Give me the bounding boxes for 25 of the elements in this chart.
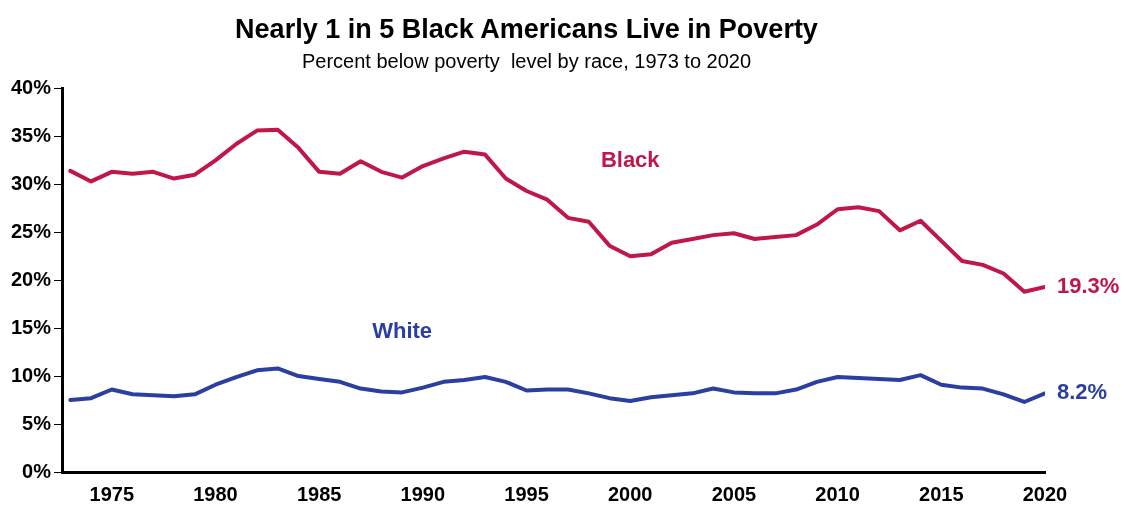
text: Black (600, 147, 661, 173)
y-tick-label: 25% (11, 219, 52, 242)
chart-subtitle: Percent below poverty level by race, 1973 to 2020 (301, 49, 752, 72)
y-tick-label: 20% (11, 267, 52, 290)
y-tick-label: 40% (11, 75, 52, 98)
x-tick-label: 2020 (1022, 482, 1068, 505)
x-tick-label: 2015 (919, 482, 964, 505)
x-tick-label: 2010 (815, 482, 860, 505)
x-tick-label: 2000 (607, 482, 653, 505)
y-tick-label: 0% (22, 459, 52, 482)
data-label: 19.3% (1057, 272, 1120, 298)
data-label: 8.2% (1057, 379, 1108, 405)
x-tick-label: 2005 (711, 482, 757, 505)
y-tick-label: 35% (11, 123, 52, 146)
x-tick-label: 1985 (296, 482, 342, 505)
x-tick-label: 1975 (89, 482, 135, 505)
y-tick-label: 5% (22, 411, 52, 434)
x-tick-label: 1980 (193, 482, 238, 505)
y-tick-label: 30% (11, 171, 52, 194)
x-tick-label: 1995 (504, 482, 549, 505)
y-tick-label: 15% (11, 315, 52, 338)
y-tick-label: 10% (11, 363, 52, 386)
x-tick-label: 1990 (400, 482, 446, 505)
chart-title: Nearly 1 in 5 Black Americans Live in Poverty (235, 13, 818, 44)
series-label: White (372, 318, 433, 344)
